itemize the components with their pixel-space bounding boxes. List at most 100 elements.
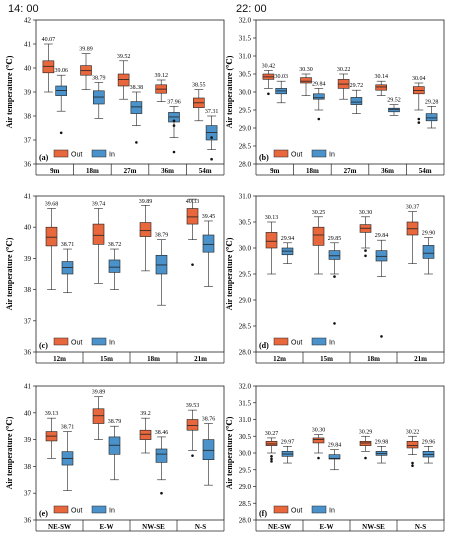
box-in-12m: 38.71 — [61, 242, 75, 294]
legend-label-in: In — [329, 340, 335, 347]
x-category-label: 18m — [86, 167, 99, 175]
x-category-label: 36m — [161, 167, 174, 175]
legend-swatch-in — [91, 149, 107, 158]
legend-swatch-in — [311, 505, 327, 514]
outlier-point — [317, 456, 320, 460]
legend-label-out: Out — [291, 508, 302, 515]
box-in-15m: 29.85 — [328, 236, 341, 325]
mean-value-label: 30.22 — [406, 429, 420, 435]
x-category-label: NW-SE — [362, 523, 385, 531]
box-iqr — [350, 97, 363, 105]
box-out-36m: 39.12 — [154, 73, 168, 102]
y-tick-label: 30.0 — [239, 245, 252, 253]
box-out-21m: 40.33 — [186, 198, 200, 266]
outlier-point — [364, 249, 367, 252]
x-category-label: 15m — [100, 355, 113, 363]
legend-label-out: Out — [291, 152, 302, 159]
panel-letter: (a) — [39, 153, 49, 162]
box-iqr — [312, 437, 325, 444]
y-tick-label: 30.5 — [239, 433, 252, 441]
mean-value-label: 38.79 — [92, 75, 106, 81]
mean-value-label: 38.76 — [202, 417, 216, 423]
box-in-N-S: 38.76 — [202, 417, 216, 486]
chart-panel-6: 28.0 28.5 29.0 29.5 30.0 30.5 31.0 31.5 32.0 Air … — [225, 383, 445, 532]
legend-swatch-out — [53, 337, 69, 346]
box-out-21m: 30.37 — [406, 205, 419, 264]
y-axis-title: Air temperature (℃) — [225, 416, 234, 489]
box-in-NW-SE: 29.98 — [375, 439, 388, 464]
mean-value-label: 30.22 — [337, 67, 351, 73]
mean-value-label: 39.12 — [154, 73, 168, 79]
box-out-15m: 39.74 — [92, 201, 105, 284]
mean-value-label: 37.31 — [205, 109, 219, 115]
outlier-point — [160, 491, 163, 495]
x-category-label: 27m — [344, 167, 357, 175]
x-category-label: NW-SE — [142, 523, 165, 531]
box-iqr — [42, 60, 55, 74]
mean-value-label: 38.79 — [108, 419, 122, 425]
mean-value-label: 40.33 — [186, 199, 200, 205]
outlier-point — [135, 141, 138, 144]
panel-letter: (f) — [259, 509, 267, 518]
mean-value-label: 30.42 — [262, 63, 276, 69]
mean-value-label: 29.97 — [281, 439, 295, 445]
mean-value-label: 29.84 — [375, 233, 389, 239]
y-tick-label: 42 — [24, 17, 32, 25]
box-iqr — [186, 208, 199, 225]
outlier-point — [364, 254, 367, 258]
outlier-point — [270, 457, 273, 461]
box-out-N-S: 39.53 — [186, 403, 200, 457]
box-iqr — [375, 84, 388, 91]
mean-value-label: 30.30 — [359, 210, 373, 216]
mean-value-label: 29.90 — [422, 231, 436, 237]
box-iqr — [202, 439, 215, 461]
y-tick-label: 31.0 — [239, 416, 252, 424]
mean-value-label: 38.55 — [192, 83, 206, 89]
box-in-36m: 29.52 — [387, 98, 401, 116]
box-in-9m: 30.03 — [274, 74, 288, 104]
mean-value-label: 30.14 — [374, 74, 388, 80]
x-category-label: 54m — [199, 167, 212, 175]
y-tick-label: 30.0 — [239, 89, 252, 97]
y-tick-label: 32.0 — [239, 17, 252, 25]
box-in-54m: 29.28 — [425, 99, 438, 129]
box-in-E-W: 29.84 — [328, 443, 342, 471]
box-iqr — [108, 259, 121, 273]
legend-swatch-out — [273, 337, 289, 346]
x-category-label: 27m — [124, 167, 137, 175]
outlier-point — [411, 464, 414, 468]
mean-value-label: 30.03 — [274, 74, 288, 80]
y-tick-label: 32.0 — [239, 383, 252, 391]
box-out-15m: 30.25 — [312, 210, 326, 275]
outlier-point — [191, 454, 194, 457]
box-out-NE-SW: 39.13 — [45, 411, 58, 459]
outlier-point — [191, 263, 194, 266]
y-tick-label: 40 — [24, 409, 32, 417]
outlier-point — [380, 335, 383, 338]
x-category-label: 9m — [270, 167, 280, 175]
chart-panel-2: 28.0 28.5 29.0 29.5 30.0 30.5 31.0 31.5 32.0 Air … — [225, 17, 445, 176]
legend-swatch-out — [53, 149, 69, 158]
mean-value-label: 39.2 — [140, 411, 151, 417]
mean-value-label: 39.53 — [186, 403, 200, 409]
outlier-point — [59, 131, 63, 135]
box-out-9m: 40.07 — [42, 37, 55, 93]
legend-label-out: Out — [71, 508, 82, 515]
outlier-point — [417, 117, 421, 121]
outlier-point — [417, 121, 421, 124]
legend-swatch-out — [273, 505, 289, 514]
legend-label-in: In — [109, 152, 115, 159]
x-category-label: 21m — [414, 355, 427, 363]
box-iqr — [328, 250, 341, 260]
x-category-label: 15m — [320, 355, 333, 363]
mean-value-label: 38.71 — [61, 242, 75, 248]
box-iqr — [265, 440, 278, 446]
mean-value-label: 39.06 — [54, 68, 68, 74]
legend-label-out: Out — [71, 152, 82, 159]
mean-value-label: 29.84 — [328, 443, 342, 449]
y-tick-label: 36 — [24, 349, 32, 357]
mean-value-label: 29.72 — [350, 83, 364, 89]
outlier-point — [210, 157, 213, 161]
mean-value-label: 30.25 — [312, 210, 326, 216]
outlier-point — [267, 92, 270, 96]
